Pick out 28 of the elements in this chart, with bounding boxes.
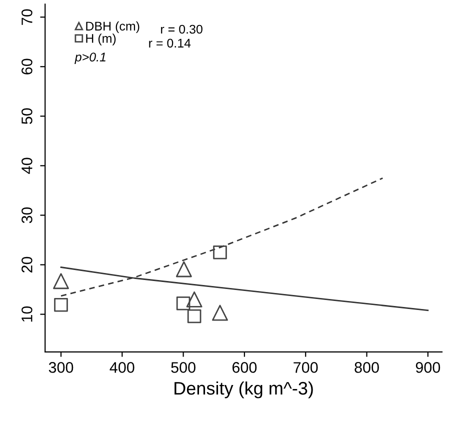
x-tick-label: 800 — [354, 362, 379, 373]
point — [186, 291, 202, 308]
y-tick-label: 10 — [22, 306, 32, 322]
y-tick-label: 40 — [22, 158, 32, 174]
y-tick-label: 70 — [22, 9, 32, 25]
y-tick-label: 60 — [22, 58, 32, 74]
point — [213, 245, 227, 260]
annotation: r = 0.30 — [161, 24, 202, 34]
x-tick-label: 900 — [416, 362, 440, 373]
y-tick-label: 20 — [22, 256, 32, 272]
point — [212, 304, 228, 321]
point — [187, 309, 202, 324]
y-tick-label: 50 — [22, 108, 32, 124]
legend-label: DBH (cm) — [86, 21, 140, 34]
y-tick-label: 30 — [22, 207, 32, 224]
point — [176, 261, 192, 278]
point — [176, 296, 190, 310]
x-tick-label: 600 — [232, 362, 257, 373]
x-tick-label: 700 — [294, 362, 318, 373]
point — [54, 298, 68, 312]
legend-label: H (m) — [86, 34, 116, 46]
x-tick-label: 400 — [110, 362, 134, 373]
x-axis-title: Density (kg m^-3) — [174, 381, 313, 398]
x-tick-label: 500 — [171, 362, 196, 373]
x-tick-label: 300 — [48, 362, 74, 373]
point — [53, 273, 69, 290]
annotation: r = 0.14 — [149, 38, 191, 48]
annotation: p>0.1 — [74, 52, 106, 64]
